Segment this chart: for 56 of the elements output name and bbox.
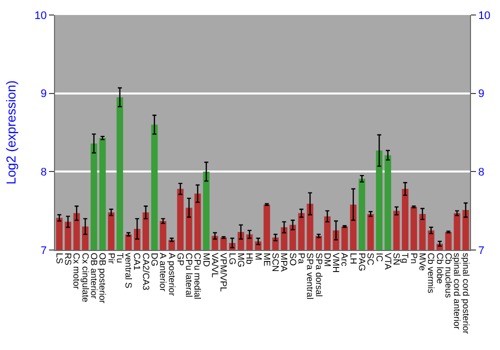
x-tick-label: Tg — [400, 252, 410, 264]
x-tick-label: Hb — [244, 252, 255, 264]
x-tick-label: spinal cord posterior — [460, 252, 471, 334]
x-tick-label: M — [253, 252, 264, 260]
x-tick-label: spinal cord anterior — [452, 252, 462, 330]
x-tick-label: Pa — [296, 252, 306, 264]
x-tick-label: SO — [288, 252, 298, 266]
x-tick-label: SC — [366, 252, 376, 266]
x-tick-label: ME — [262, 252, 272, 266]
x-tick-label: Cx cingulate — [80, 252, 90, 302]
y-tick-label: 7 — [40, 244, 47, 257]
x-tick-label: CPu lateral — [184, 252, 194, 298]
y-tick-label: 8 — [40, 166, 47, 179]
x-tick-label: CA1 — [132, 252, 142, 270]
y2-tick-label: 7 — [478, 244, 484, 257]
x-tick-label: MD — [201, 252, 212, 268]
x-tick-label: RS — [63, 252, 74, 266]
x-tick-label: IC — [374, 252, 384, 262]
x-tick-label: MPA — [279, 252, 290, 272]
x-tick-label: VA/VL — [210, 252, 220, 278]
x-tick-label: Tu — [114, 252, 125, 263]
x-tick-label: CA2/CA3 — [140, 252, 151, 290]
x-tick-label: VMH — [331, 252, 342, 273]
y-axis-title: Log2 (expression) — [4, 80, 18, 185]
x-tick-label: Pn — [408, 252, 419, 264]
x-tick-label: CPu medial — [192, 252, 203, 300]
y2-tick-label: 9 — [478, 88, 484, 100]
x-tick-label: ventral S — [124, 252, 134, 288]
y2-tick-label: 10 — [478, 10, 490, 22]
x-tick-label: LH — [348, 252, 358, 264]
x-tick-label: DG — [150, 252, 160, 266]
x-tick-label: OB posterior — [98, 252, 108, 304]
x-tick-label: LS — [54, 252, 64, 264]
x-tick-label: SCN — [270, 252, 281, 272]
x-tick-label: Pir — [106, 252, 116, 264]
x-tick-label: A anterior — [158, 252, 168, 292]
y2-tick-label: 8 — [478, 166, 484, 179]
x-tick-label: Arc — [340, 252, 350, 267]
x-tick-label: GP — [175, 252, 186, 266]
x-tick-label: MG — [236, 252, 246, 268]
x-tick-label: SPa ventral — [305, 252, 316, 300]
x-tick-label: DM — [322, 252, 332, 267]
y-tick-label: 10 — [34, 10, 47, 22]
y-tick-label: 9 — [40, 88, 47, 100]
x-tick-label: PAG — [357, 252, 368, 272]
x-tick-label: Cb vermis — [426, 252, 436, 294]
x-tick-label: LG — [227, 252, 238, 265]
x-tick-label: VTA — [382, 252, 393, 270]
x-tick-label: Cb nucleus — [443, 252, 454, 298]
x-tick-label: SPa dorsal — [314, 252, 324, 297]
x-tick-label: VPM/VPL — [218, 252, 229, 292]
x-tick-label: OB anterior — [88, 252, 99, 299]
x-tick-label: A posterior — [166, 252, 177, 296]
x-tick-label: Cb lobe — [434, 252, 445, 284]
x-tick-label: MVe — [418, 252, 428, 271]
x-tick-label: Cx motor — [72, 252, 82, 290]
